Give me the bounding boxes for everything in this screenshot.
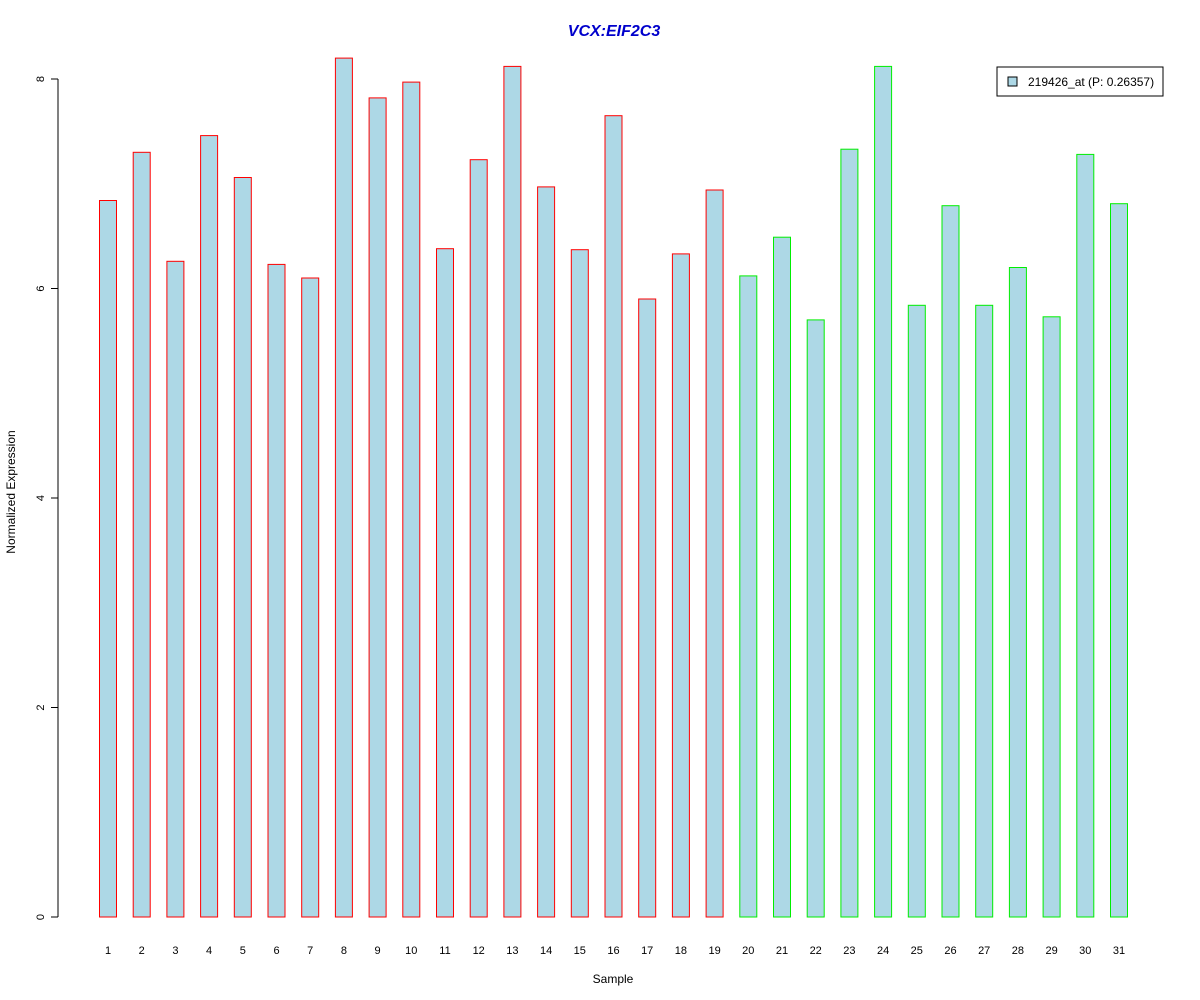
x-tick-label: 2 [139,945,145,957]
bar [503,65,522,918]
bar [436,248,454,918]
bar [166,260,185,918]
bar [368,97,387,918]
bar [200,135,219,918]
x-tick-label: 12 [473,945,485,957]
bar [941,205,960,918]
y-axis: 0 2 4 6 8 [35,76,59,920]
x-tick-label: 15 [574,945,586,957]
legend-swatch [1007,76,1018,87]
bars-group [99,57,1128,918]
bar [132,151,151,918]
bar [537,186,556,918]
x-tick-label: 26 [944,945,956,957]
legend-label: 219426_at (P: 0.26357) [1028,75,1154,89]
bar [301,277,320,918]
x-tick-label: 18 [675,945,687,957]
y-axis-label: Normalized Expression [4,430,18,553]
x-tick-label: 28 [1012,945,1024,957]
bar [334,57,353,918]
y-tick-label: 8 [35,76,47,82]
bar [874,65,893,918]
bar [1008,267,1027,918]
legend-box [996,66,1164,97]
x-tick-labels: 1 2 3 4 5 6 7 8 9 10 11 12 13 14 15 16 17 18 19 20 21 22 23 24 2… [105,945,1125,957]
y-tick-label: 2 [35,704,47,710]
x-tick-label: 8 [341,945,347,957]
y-tick-label: 4 [35,495,47,501]
x-tick-label: 27 [978,945,990,957]
x-tick-label: 17 [641,945,653,957]
x-tick-label: 3 [172,945,178,957]
x-tick-label: 21 [776,945,788,957]
bar [1076,153,1095,918]
bar [570,249,589,918]
x-tick-label: 4 [206,945,212,957]
x-tick-label: 29 [1045,945,1057,957]
bar [806,319,825,918]
bar [705,189,724,918]
x-tick-label: 14 [540,945,552,957]
x-tick-label: 6 [273,945,279,957]
bar [907,304,926,918]
x-tick-label: 30 [1079,945,1091,957]
x-tick-label: 5 [240,945,246,957]
x-axis-label: Sample [593,972,634,986]
x-tick-label: 23 [843,945,855,957]
x-tick-label: 13 [506,945,518,957]
x-tick-label: 20 [742,945,754,957]
y-tick-label: 0 [35,914,47,920]
bar [604,115,623,918]
x-tick-label: 10 [405,945,417,957]
x-tick-label: 16 [607,945,619,957]
x-tick-label: 19 [708,945,720,957]
bar [840,148,859,918]
x-tick-label: 25 [911,945,923,957]
bar [469,159,488,918]
x-tick-label: 24 [877,945,889,957]
x-tick-label: 1 [105,945,111,957]
bar [975,304,994,918]
bar [739,275,758,918]
bar [638,298,657,918]
x-tick-label: 11 [439,945,450,957]
bar [99,200,117,918]
bar [671,253,690,918]
bar [773,236,791,918]
x-tick-label: 7 [307,945,313,957]
bar [1042,316,1061,918]
bar [402,81,421,918]
chart-title: VCX:EIF2C3 [568,23,661,40]
bar [1110,203,1128,918]
legend: 219426_at (P: 0.26357) [996,66,1164,97]
bar [267,263,286,918]
x-tick-label: 9 [375,945,381,957]
y-tick-label: 6 [35,285,47,291]
bar [233,177,252,918]
x-tick-label: 31 [1113,945,1125,957]
x-tick-label: 22 [810,945,822,957]
